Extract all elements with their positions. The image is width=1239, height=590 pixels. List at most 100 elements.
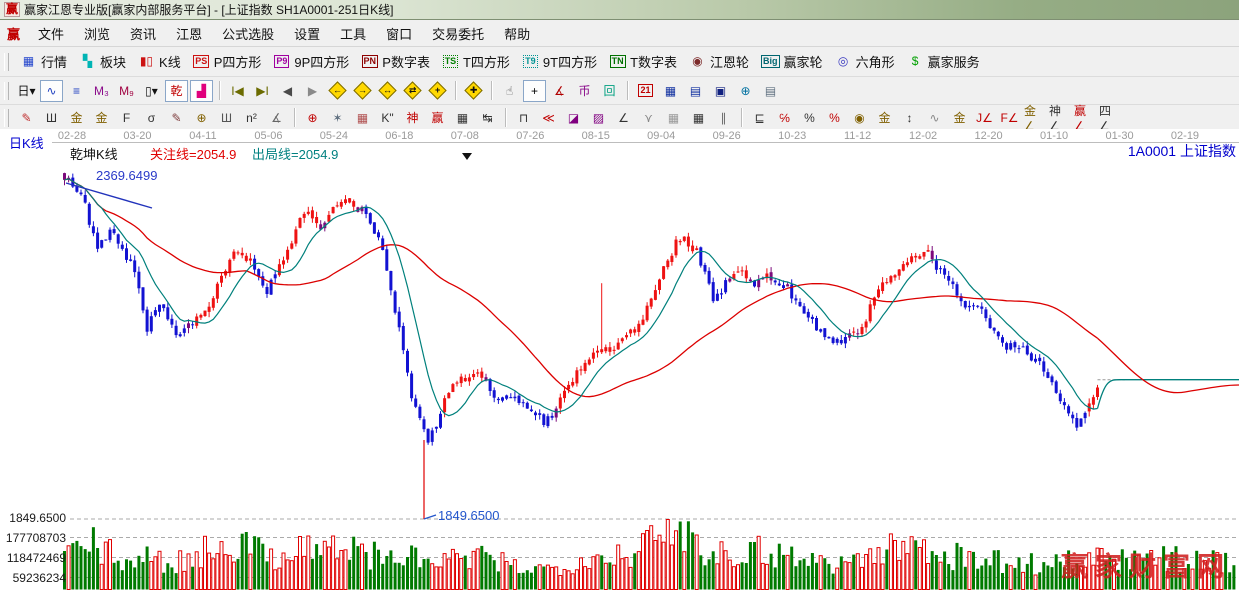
menu-江恩[interactable]: 江恩	[176, 26, 203, 42]
fan-box-icon[interactable]: ◪	[562, 107, 585, 129]
menu-公式选股[interactable]: 公式选股	[222, 26, 275, 42]
diamond-expand-icon[interactable]: +	[426, 80, 449, 102]
printer-icon[interactable]: ▤	[759, 80, 782, 102]
hand-icon[interactable]: ☝	[498, 80, 521, 102]
shen-angle-icon[interactable]: 神∠	[1048, 104, 1071, 133]
toolbar-button-kline[interactable]: ▮▯ K线	[132, 50, 187, 73]
percent-icon[interactable]: %	[798, 107, 821, 129]
gold-grid2-icon[interactable]: 金	[90, 107, 113, 129]
brush-icon[interactable]: ✎	[15, 107, 38, 129]
title-bar[interactable]: 赢 赢家江恩专业版[赢家内部服务平台] - [上证指数 SH1A0001-251…	[0, 0, 1239, 20]
menu-窗口[interactable]: 窗口	[386, 26, 413, 42]
menu-浏览[interactable]: 浏览	[84, 26, 111, 42]
menu-帮助[interactable]: 帮助	[504, 26, 531, 42]
toolbar-button-9t-square[interactable]: T9 9T四方形	[516, 50, 603, 73]
toolbar-grip[interactable]	[4, 108, 9, 127]
diamond-right-icon[interactable]: →	[351, 80, 374, 102]
pct-line-icon[interactable]: ℅	[773, 107, 796, 129]
pen-ruler-icon[interactable]: ✎	[165, 107, 188, 129]
menu-资讯[interactable]: 资讯	[130, 26, 157, 42]
toolbar-grip[interactable]	[4, 52, 9, 71]
menu-设置[interactable]: 设置	[294, 26, 321, 42]
notes-icon[interactable]: ▤	[684, 80, 707, 102]
prev-page-icon[interactable]: ◀	[276, 80, 299, 102]
gold-levels-icon[interactable]: 金	[873, 107, 896, 129]
star-grid-icon[interactable]: ✶	[326, 107, 349, 129]
langes-bar-icon[interactable]: ⊑	[748, 107, 771, 129]
box-lines-icon[interactable]: ▨	[587, 107, 610, 129]
toolbar-button-hexagon[interactable]: ◎ 六角形	[829, 50, 901, 73]
v-lines-icon[interactable]: ⋎	[637, 107, 660, 129]
toolbar-grip[interactable]	[4, 81, 9, 100]
menu-文件[interactable]: 文件	[38, 26, 65, 42]
first-page-icon[interactable]: Ι◀	[226, 80, 249, 102]
angle-measure-icon[interactable]: ∡	[548, 80, 571, 102]
h-arrows-icon[interactable]: ↹	[476, 107, 499, 129]
next-page-icon[interactable]: ▶	[301, 80, 324, 102]
pattern-icon[interactable]: 回	[598, 80, 621, 102]
fan-lines-icon[interactable]: ≪	[537, 107, 560, 129]
f-grid-icon[interactable]: F	[115, 107, 138, 129]
diamond-pan-icon[interactable]: ✚	[462, 80, 485, 102]
ying-grid-icon[interactable]: 赢	[426, 107, 449, 129]
parallel-icon[interactable]: ∥	[712, 107, 735, 129]
toolbar-button-quotes[interactable]: ▦ 行情	[14, 50, 73, 73]
wave9-icon[interactable]: M₉	[115, 80, 138, 102]
grid-arrow-icon[interactable]: ▦	[687, 107, 710, 129]
gann-money-icon[interactable]: 币	[573, 80, 596, 102]
toolbar-button-t-number-table[interactable]: TN T数字表	[603, 50, 683, 73]
wave-tool-icon[interactable]: ∿	[923, 107, 946, 129]
gold-grid-icon[interactable]: 金	[65, 107, 88, 129]
k-quote-icon[interactable]: Κ"	[376, 107, 399, 129]
diamond-left-icon[interactable]: ←	[326, 80, 349, 102]
ying-angle-icon[interactable]: 赢∠	[1073, 104, 1096, 133]
angle-arrows-icon[interactable]: ∠	[612, 107, 635, 129]
toolbar-button-t-square[interactable]: TS T四方形	[436, 50, 516, 73]
shen-grid-icon[interactable]: 神	[401, 107, 424, 129]
document-icon[interactable]: ≡	[65, 80, 88, 102]
toolbar-button-p-number-table[interactable]: PN P数字表	[355, 50, 436, 73]
angle-ruler-icon[interactable]: ∡	[265, 107, 288, 129]
wave3-icon[interactable]: M₃	[90, 80, 113, 102]
toolbar-button-9p-square[interactable]: P9 9P四方形	[267, 50, 355, 73]
j-angle-icon[interactable]: J∠	[973, 107, 996, 129]
histogram-icon[interactable]: ▟	[190, 79, 213, 102]
gold-angle-icon[interactable]: 金∠	[1023, 104, 1046, 133]
target-cross-icon[interactable]: ⊕	[301, 107, 324, 129]
gate-icon[interactable]: ⊓	[512, 107, 535, 129]
calendar-icon[interactable]: 21	[634, 80, 657, 102]
gold-levels2-icon[interactable]: 金	[948, 107, 971, 129]
calculator-icon[interactable]: ▦	[659, 80, 682, 102]
square-grid-icon[interactable]: ▦	[351, 107, 374, 129]
axis-line	[52, 142, 1239, 143]
trend-chart-icon[interactable]: ∿	[40, 79, 63, 102]
save-icon[interactable]: ▣	[709, 80, 732, 102]
menu-交易委托[interactable]: 交易委托	[432, 26, 485, 42]
toolbar-button-sectors[interactable]: ▚ 板块	[73, 50, 132, 73]
grid-lines-icon[interactable]: Ш	[40, 107, 63, 129]
spiral-icon[interactable]: σ	[140, 107, 163, 129]
menu-工具[interactable]: 工具	[340, 26, 367, 42]
grid-123-icon[interactable]: ▦	[451, 107, 474, 129]
diamond-swap-icon[interactable]: ⇄	[401, 80, 424, 102]
candle-dropdown-icon[interactable]: ▯▾	[140, 80, 163, 102]
diamond-hrange-icon[interactable]: ↔	[376, 80, 399, 102]
last-page-icon[interactable]: ▶Ι	[251, 80, 274, 102]
n2-icon[interactable]: n²	[240, 107, 263, 129]
crosshair-icon[interactable]: +	[523, 79, 546, 102]
toolbar-button-p-square[interactable]: PS P四方形	[187, 50, 268, 73]
percent-red-icon[interactable]: %	[823, 107, 846, 129]
toolbar-button-winner-wheel[interactable]: Big 赢家轮	[755, 50, 829, 73]
circle-grid-icon[interactable]: ⊕	[190, 107, 213, 129]
qiankun-icon[interactable]: 乾	[165, 79, 188, 102]
si-angle-icon[interactable]: 四∠	[1098, 104, 1121, 133]
period-day-dropdown[interactable]: 日▾	[15, 80, 38, 102]
circle-gold-icon[interactable]: ◉	[848, 107, 871, 129]
toolbar-button-winner-service[interactable]: $ 赢家服务	[901, 50, 986, 73]
grid-plain-icon[interactable]: ▦	[662, 107, 685, 129]
web-share-icon[interactable]: ⊕	[734, 80, 757, 102]
toolbar-button-gann-wheel[interactable]: ◉ 江恩轮	[683, 50, 755, 73]
f-angle-icon[interactable]: F∠	[998, 107, 1021, 129]
comb-icon[interactable]: Ш	[215, 107, 238, 129]
updown-icon[interactable]: ↕	[898, 107, 921, 129]
